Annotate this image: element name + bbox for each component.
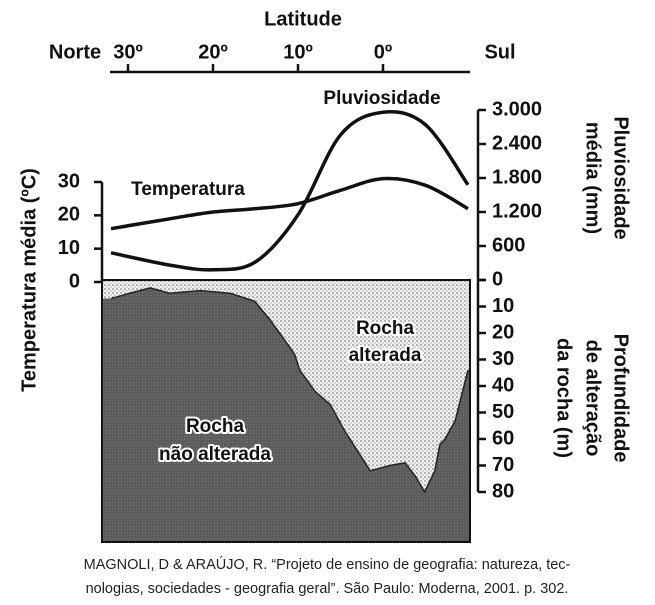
depth-tick-label: 50 bbox=[492, 401, 514, 423]
depth-tick-label: 60 bbox=[492, 427, 514, 449]
line-series bbox=[110, 176, 469, 231]
region-label: Rocha bbox=[356, 318, 415, 339]
caption: MAGNOLI, D & ARAÚJO, R. “Projeto de ensi… bbox=[84, 556, 571, 573]
series-label: Pluviosidade bbox=[323, 88, 440, 109]
x-tick-label: 10º bbox=[283, 41, 313, 63]
x-tick-label: 30º bbox=[113, 41, 143, 63]
depth-axis-title: da rocha (m) bbox=[553, 338, 575, 458]
y2-tick-label: 2.400 bbox=[492, 132, 542, 154]
y2-axis-title: média (mm) bbox=[582, 122, 604, 234]
region-label: alterada bbox=[349, 345, 422, 366]
x-axis-title: Latitude bbox=[264, 8, 342, 30]
altered-rock-area bbox=[102, 280, 470, 492]
north-label: Norte bbox=[49, 41, 101, 63]
y2-tick-label: 600 bbox=[492, 234, 525, 256]
y-tick-label: 30 bbox=[58, 170, 80, 192]
depth-axis-title: Profundidade bbox=[610, 334, 632, 463]
x-tick-label: 20º bbox=[198, 41, 228, 63]
weathering-front bbox=[110, 287, 469, 494]
y2-tick-label: 1.800 bbox=[492, 166, 542, 188]
rock-box-frame bbox=[101, 279, 471, 543]
y-tick-label: 10 bbox=[58, 237, 80, 259]
series-label: Temperatura bbox=[131, 179, 245, 200]
y2-tick-label: 3.000 bbox=[492, 98, 542, 120]
depth-tick-label: 70 bbox=[492, 454, 514, 476]
depth-tick-label: 30 bbox=[492, 348, 514, 370]
depth-tick-label: 80 bbox=[492, 480, 514, 502]
y-tick-label: 0 bbox=[69, 270, 80, 292]
y2-tick-label: 0 bbox=[492, 268, 503, 290]
y-axis-title: Temperatura média (ºC) bbox=[18, 168, 40, 392]
depth-tick-label: 40 bbox=[492, 374, 514, 396]
depth-axis-title: de alteração bbox=[582, 340, 604, 457]
region-label: não alterada bbox=[159, 444, 271, 465]
line-series bbox=[110, 110, 470, 272]
y2-tick-label: 1.200 bbox=[492, 200, 542, 222]
south-label: Sul bbox=[484, 41, 515, 63]
y-tick-label: 20 bbox=[58, 204, 80, 226]
depth-tick-label: 20 bbox=[492, 321, 514, 343]
depth-tick-label: 10 bbox=[492, 295, 514, 317]
y2-axis-title: Pluviosidade bbox=[610, 116, 632, 239]
x-tick-label: 0º bbox=[374, 41, 392, 63]
region-label: Rocha bbox=[186, 416, 245, 437]
caption: nologias, sociedades - geografia geral”.… bbox=[86, 581, 569, 597]
